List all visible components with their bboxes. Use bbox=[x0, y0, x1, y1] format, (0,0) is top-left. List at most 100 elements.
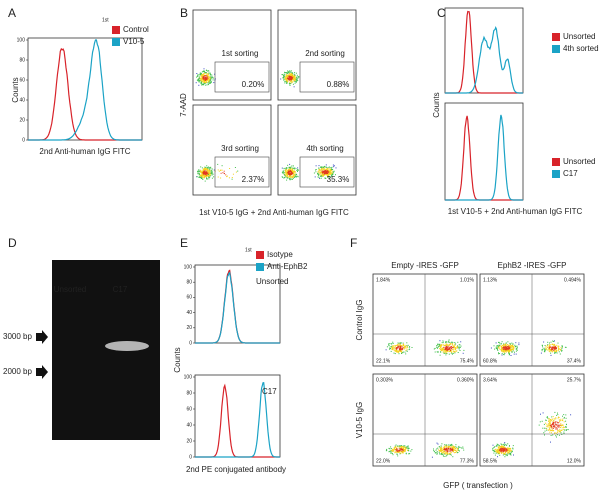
event-dot bbox=[314, 176, 316, 178]
event-dot bbox=[507, 451, 509, 453]
event-dot bbox=[548, 349, 550, 351]
event-dot bbox=[501, 448, 503, 450]
event-dot bbox=[500, 451, 502, 453]
event-dot bbox=[292, 170, 294, 171]
event-dot bbox=[549, 422, 551, 424]
event-dot bbox=[554, 425, 556, 427]
event-dot bbox=[500, 450, 502, 452]
event-dot bbox=[297, 169, 299, 171]
event-dot bbox=[396, 348, 397, 349]
event-dot bbox=[405, 449, 406, 451]
event-dot bbox=[203, 170, 205, 172]
event-dot bbox=[291, 173, 293, 175]
event-dot bbox=[559, 431, 561, 432]
event-dot bbox=[454, 351, 456, 353]
event-dot bbox=[319, 177, 321, 179]
event-dot bbox=[398, 343, 399, 345]
event-dot bbox=[317, 171, 319, 173]
event-dot bbox=[504, 351, 506, 353]
event-dot bbox=[442, 351, 444, 353]
event-dot bbox=[455, 447, 456, 449]
event-dot bbox=[509, 452, 511, 454]
event-dot bbox=[437, 343, 439, 345]
event-dot bbox=[201, 77, 203, 79]
event-dot bbox=[551, 430, 553, 431]
event-dot bbox=[198, 84, 200, 86]
gate-name: 2nd sorting bbox=[305, 49, 345, 58]
event-dot bbox=[318, 171, 320, 173]
event-dot bbox=[294, 72, 296, 74]
event-dot bbox=[543, 432, 545, 434]
event-dot bbox=[393, 352, 395, 354]
event-dot bbox=[290, 178, 291, 180]
event-dot bbox=[463, 349, 465, 351]
event-dot bbox=[203, 174, 205, 176]
event-dot bbox=[297, 76, 299, 77]
event-dot bbox=[400, 451, 402, 453]
event-dot bbox=[548, 422, 550, 424]
event-dot bbox=[443, 453, 445, 455]
event-dot bbox=[459, 350, 461, 351]
event-dot bbox=[499, 345, 501, 347]
event-dot bbox=[550, 349, 552, 351]
event-dot bbox=[456, 448, 458, 450]
event-dot bbox=[207, 168, 209, 170]
event-dot bbox=[225, 174, 227, 176]
event-dot bbox=[321, 166, 323, 168]
event-dot bbox=[550, 352, 552, 354]
event-dot bbox=[402, 449, 404, 451]
event-dot bbox=[567, 429, 569, 431]
legend-swatch bbox=[256, 251, 264, 259]
event-dot bbox=[437, 344, 439, 346]
event-dot bbox=[290, 166, 292, 168]
event-dot bbox=[462, 446, 464, 448]
gate-name: 3rd sorting bbox=[221, 144, 259, 153]
event-dot bbox=[502, 449, 504, 451]
event-dot bbox=[552, 420, 554, 422]
event-dot bbox=[401, 445, 403, 447]
event-dot bbox=[508, 352, 510, 354]
quadrant-percent: 22.0% bbox=[376, 458, 391, 464]
event-dot bbox=[208, 171, 210, 173]
event-dot bbox=[293, 175, 295, 177]
event-dot bbox=[287, 70, 289, 72]
event-dot bbox=[498, 444, 500, 446]
event-dot bbox=[203, 80, 205, 82]
event-dot bbox=[286, 80, 287, 82]
event-dot bbox=[565, 420, 567, 422]
event-dot bbox=[444, 349, 446, 350]
event-dot bbox=[331, 173, 333, 175]
event-dot bbox=[211, 174, 213, 176]
event-dot bbox=[554, 347, 556, 349]
event-dot bbox=[543, 341, 545, 343]
event-dot bbox=[560, 430, 562, 431]
event-dot bbox=[439, 450, 441, 452]
event-dot bbox=[287, 72, 289, 73]
event-dot bbox=[447, 341, 449, 343]
event-dot bbox=[208, 172, 210, 174]
event-dot bbox=[549, 344, 551, 346]
event-dot bbox=[214, 73, 216, 75]
event-dot bbox=[505, 451, 507, 453]
event-dot bbox=[399, 351, 401, 352]
event-dot bbox=[504, 448, 506, 450]
event-dot bbox=[454, 452, 456, 454]
event-dot bbox=[512, 445, 514, 447]
event-dot bbox=[515, 348, 517, 350]
event-dot bbox=[319, 169, 321, 171]
event-dot bbox=[452, 353, 454, 354]
event-dot bbox=[440, 445, 442, 447]
event-dot bbox=[495, 346, 497, 348]
event-dot bbox=[335, 167, 337, 169]
event-dot bbox=[394, 345, 396, 347]
event-dot bbox=[220, 177, 222, 179]
y-axis-label: Counts bbox=[173, 347, 182, 372]
event-dot bbox=[203, 83, 205, 85]
event-dot bbox=[504, 452, 506, 454]
event-dot bbox=[503, 443, 505, 445]
event-dot bbox=[294, 80, 296, 82]
event-dot bbox=[559, 421, 561, 423]
event-dot bbox=[208, 83, 210, 85]
event-dot bbox=[498, 453, 500, 455]
event-dot bbox=[291, 73, 292, 75]
